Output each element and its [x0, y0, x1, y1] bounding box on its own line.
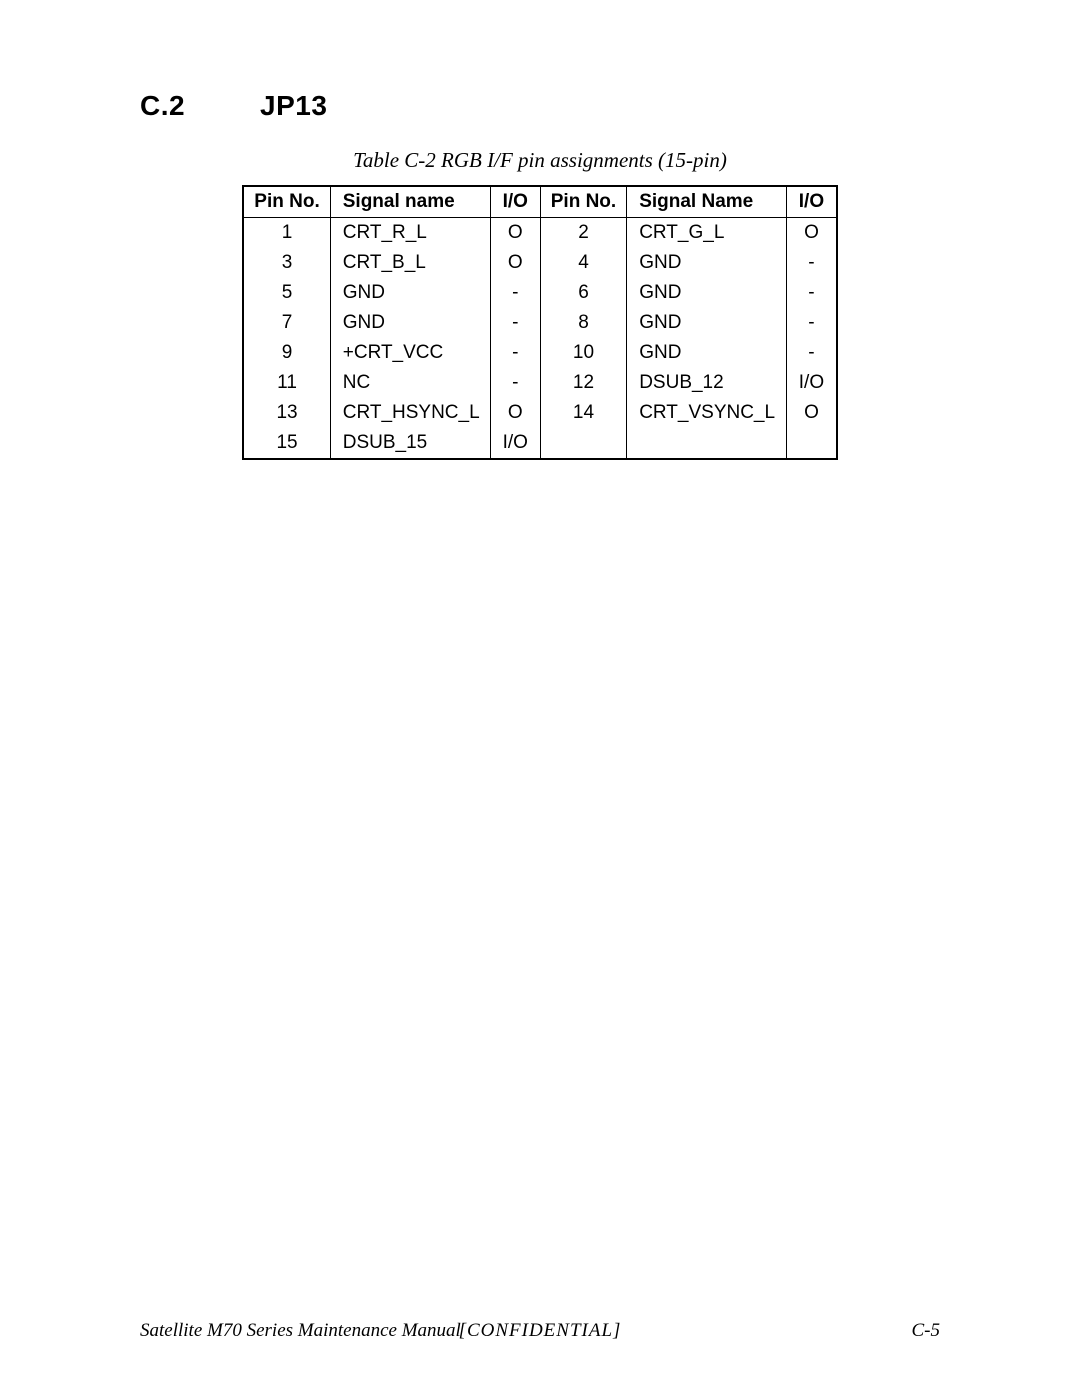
- cell-pin-b: 6: [540, 278, 626, 308]
- cell-sig-a: +CRT_VCC: [330, 338, 490, 368]
- footer-right: C-5: [912, 1320, 941, 1342]
- cell-pin-a: 7: [243, 308, 330, 338]
- section-title: JP13: [260, 90, 327, 121]
- section-number: C.2: [140, 90, 260, 122]
- col-pin-b: Pin No.: [540, 186, 626, 218]
- section-heading: C.2JP13: [140, 90, 940, 122]
- cell-pin-b: 2: [540, 218, 626, 249]
- table-row: 1 CRT_R_L O 2 CRT_G_L O: [243, 218, 836, 249]
- col-io-a: I/O: [490, 186, 540, 218]
- table-header-row: Pin No. Signal name I/O Pin No. Signal N…: [243, 186, 836, 218]
- cell-sig-b: DSUB_12: [627, 368, 787, 398]
- col-signal-b: Signal Name: [627, 186, 787, 218]
- cell-pin-b: 4: [540, 248, 626, 278]
- cell-pin-b: [540, 428, 626, 459]
- cell-sig-b: [627, 428, 787, 459]
- cell-sig-a: GND: [330, 308, 490, 338]
- cell-io-b: -: [787, 248, 837, 278]
- col-signal-a: Signal name: [330, 186, 490, 218]
- cell-io-b: -: [787, 308, 837, 338]
- cell-sig-a: GND: [330, 278, 490, 308]
- cell-sig-b: GND: [627, 278, 787, 308]
- cell-pin-a: 13: [243, 398, 330, 428]
- table-row: 7 GND - 8 GND -: [243, 308, 836, 338]
- cell-io-a: O: [490, 218, 540, 249]
- table-wrapper: Pin No. Signal name I/O Pin No. Signal N…: [140, 185, 940, 460]
- table-row: 15 DSUB_15 I/O: [243, 428, 836, 459]
- cell-sig-a: CRT_HSYNC_L: [330, 398, 490, 428]
- cell-sig-b: CRT_VSYNC_L: [627, 398, 787, 428]
- table-head: Pin No. Signal name I/O Pin No. Signal N…: [243, 186, 836, 218]
- table-row: 13 CRT_HSYNC_L O 14 CRT_VSYNC_L O: [243, 398, 836, 428]
- table-row: 3 CRT_B_L O 4 GND -: [243, 248, 836, 278]
- col-io-b: I/O: [787, 186, 837, 218]
- cell-pin-b: 10: [540, 338, 626, 368]
- cell-io-a: -: [490, 368, 540, 398]
- cell-io-a: O: [490, 248, 540, 278]
- cell-pin-a: 1: [243, 218, 330, 249]
- cell-io-b: I/O: [787, 368, 837, 398]
- cell-pin-a: 15: [243, 428, 330, 459]
- cell-pin-a: 9: [243, 338, 330, 368]
- table-body: 1 CRT_R_L O 2 CRT_G_L O 3 CRT_B_L O 4 GN…: [243, 218, 836, 460]
- page: C.2JP13 Table C-2 RGB I/F pin assignment…: [0, 0, 1080, 1397]
- cell-io-b: O: [787, 218, 837, 249]
- cell-io-a: I/O: [490, 428, 540, 459]
- cell-sig-a: NC: [330, 368, 490, 398]
- cell-pin-b: 8: [540, 308, 626, 338]
- cell-io-a: -: [490, 338, 540, 368]
- footer-left: Satellite M70 Series Maintenance Manual: [140, 1320, 461, 1342]
- cell-pin-b: 14: [540, 398, 626, 428]
- cell-io-b: -: [787, 278, 837, 308]
- cell-pin-a: 3: [243, 248, 330, 278]
- cell-pin-a: 5: [243, 278, 330, 308]
- cell-io-a: -: [490, 278, 540, 308]
- cell-sig-b: GND: [627, 248, 787, 278]
- cell-sig-b: CRT_G_L: [627, 218, 787, 249]
- cell-pin-b: 12: [540, 368, 626, 398]
- cell-io-a: O: [490, 398, 540, 428]
- cell-sig-a: CRT_R_L: [330, 218, 490, 249]
- table-caption: Table C-2 RGB I/F pin assignments (15-pi…: [140, 148, 940, 173]
- cell-sig-b: GND: [627, 308, 787, 338]
- cell-io-a: -: [490, 308, 540, 338]
- cell-sig-a: CRT_B_L: [330, 248, 490, 278]
- cell-sig-a: DSUB_15: [330, 428, 490, 459]
- col-pin-a: Pin No.: [243, 186, 330, 218]
- table-row: 9 +CRT_VCC - 10 GND -: [243, 338, 836, 368]
- cell-io-b: -: [787, 338, 837, 368]
- pin-assignment-table: Pin No. Signal name I/O Pin No. Signal N…: [242, 185, 837, 460]
- page-footer: Satellite M70 Series Maintenance Manual …: [140, 1320, 940, 1342]
- cell-sig-b: GND: [627, 338, 787, 368]
- table-row: 11 NC - 12 DSUB_12 I/O: [243, 368, 836, 398]
- cell-io-b: O: [787, 398, 837, 428]
- cell-io-b: [787, 428, 837, 459]
- cell-pin-a: 11: [243, 368, 330, 398]
- table-row: 5 GND - 6 GND -: [243, 278, 836, 308]
